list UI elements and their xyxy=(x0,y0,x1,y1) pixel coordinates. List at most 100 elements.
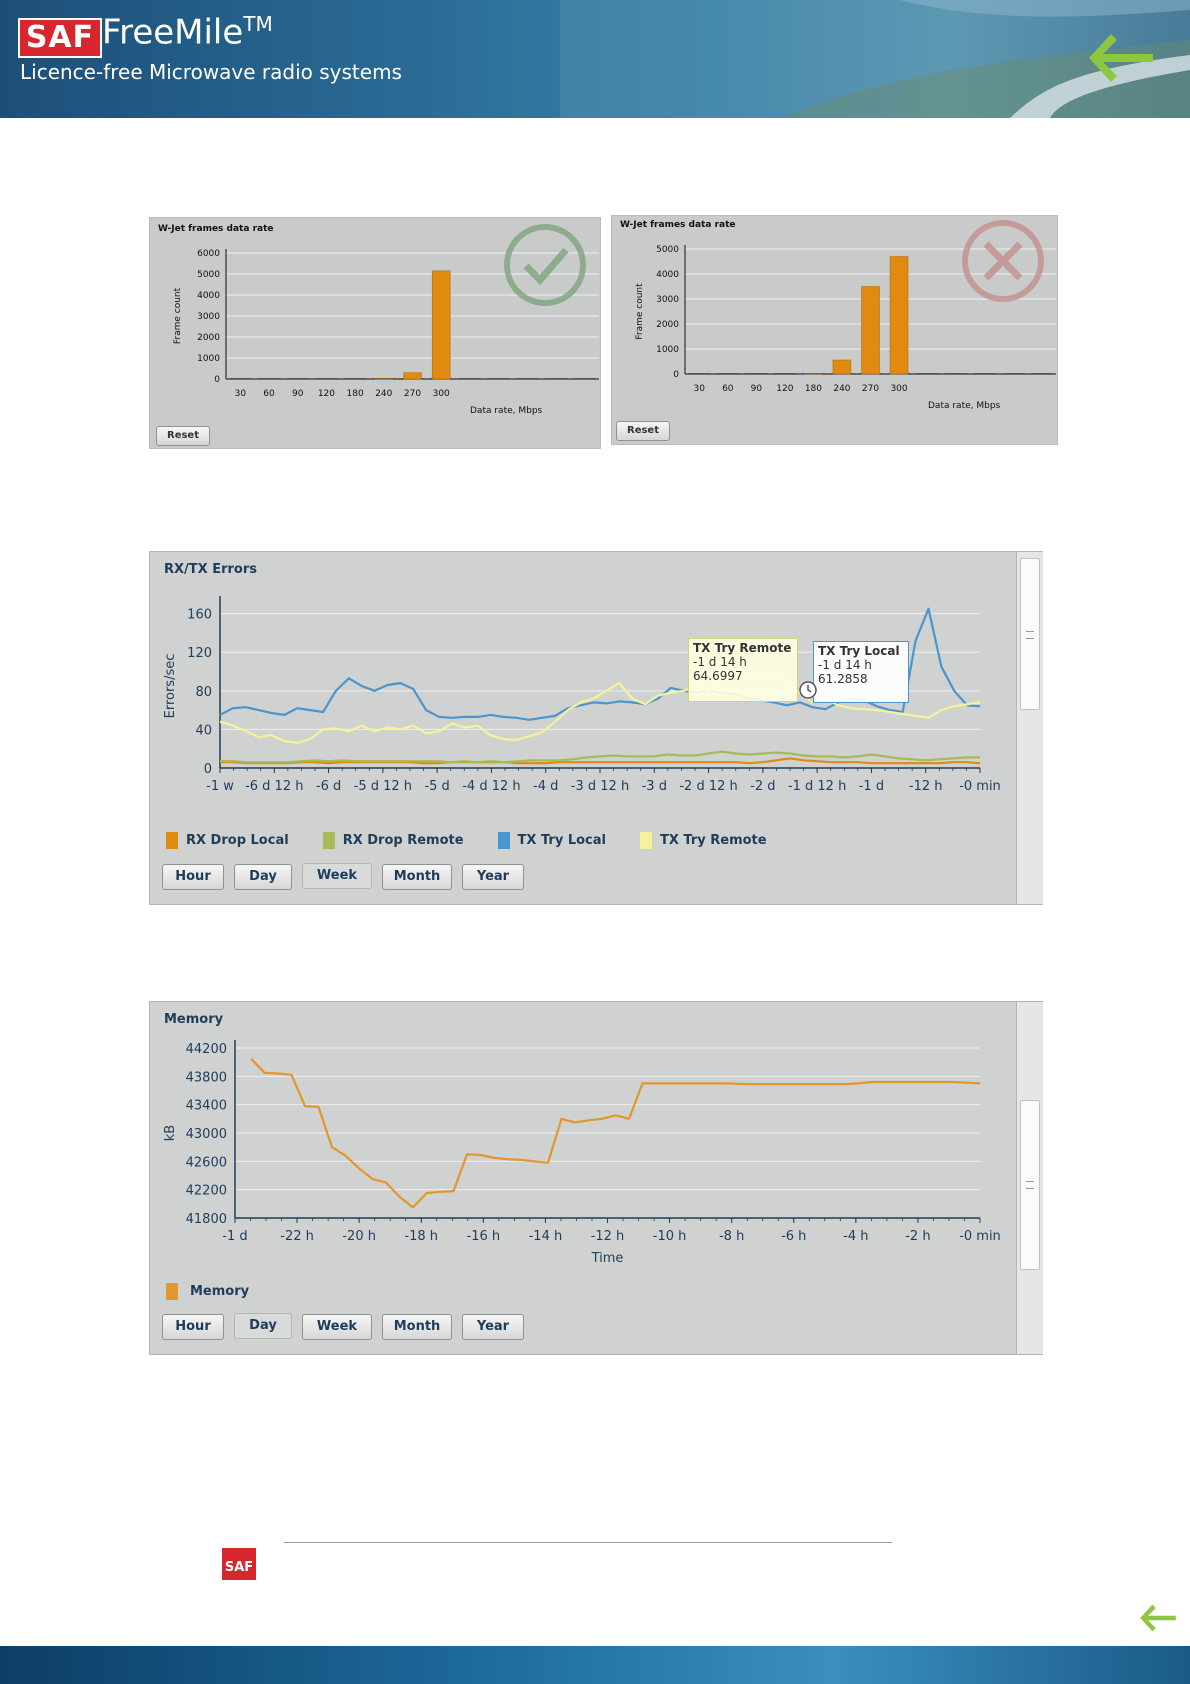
rxtx-errors-panel: RX/TX Errors 0 40 80 120 160 -1 w -6 d 12 h -6 … xyxy=(149,551,1043,905)
tooltip-value: 61.2858 xyxy=(818,672,868,686)
y-axis-label: Frame count xyxy=(635,283,645,340)
range-button-week[interactable]: Week xyxy=(302,863,372,889)
y-axis-label: Frame count xyxy=(173,287,183,344)
x-tick-label: 270 xyxy=(862,384,879,394)
grip-icon xyxy=(1026,631,1034,639)
x-tick-label: -2 d xyxy=(750,779,775,792)
range-button-month[interactable]: Month xyxy=(382,1314,452,1340)
x-tick-label: -6 d 12 h xyxy=(245,779,303,792)
x-tick-label: 180 xyxy=(347,389,364,399)
tooltip-tx-try-remote: TX Try Remote -1 d 14 h 64.6997 xyxy=(688,638,798,702)
y-tick-label: 42600 xyxy=(186,1155,227,1170)
back-arrow-icon[interactable] xyxy=(1138,1602,1178,1634)
y-axis-label: Errors/sec xyxy=(163,654,178,719)
range-button-month[interactable]: Month xyxy=(382,864,452,890)
x-tick-label: 30 xyxy=(694,384,706,394)
y-tick-label: 42200 xyxy=(186,1184,227,1199)
back-arrow-icon[interactable] xyxy=(1085,32,1157,84)
range-button-hour[interactable]: Hour xyxy=(162,864,224,890)
memory-chart: 41800 42200 42600 43000 43400 43800 44200 -1 d -… xyxy=(163,1040,1001,1262)
brand-text: FreeMile xyxy=(102,12,244,53)
x-tick-label: -2 h xyxy=(905,1229,930,1244)
y-tick-label: 4000 xyxy=(197,291,220,301)
y-tick-label: 41800 xyxy=(186,1212,227,1227)
x-tick-label: -4 h xyxy=(843,1229,868,1244)
chart-legend: RX Drop Local RX Drop Remote TX Try Loca… xyxy=(166,832,767,849)
cross-circle-icon xyxy=(962,220,1044,302)
reset-button[interactable]: Reset xyxy=(616,421,670,441)
series-line-rx-drop-local xyxy=(220,757,981,765)
bar xyxy=(804,373,823,375)
chart-title: W-Jet frames data rate xyxy=(158,224,274,234)
x-tick-label: 180 xyxy=(805,384,822,394)
legend-swatch xyxy=(639,832,652,849)
x-tick-label: 120 xyxy=(776,384,793,394)
x-tick-label: -0 min xyxy=(959,1229,1001,1244)
y-tick-label: 6000 xyxy=(197,249,220,259)
memory-panel: Memory 41800 42200 42600 43000 43400 43800 442… xyxy=(149,1001,1043,1355)
x-tick-label: -8 h xyxy=(719,1229,744,1244)
y-tick-label: 120 xyxy=(187,646,212,661)
footer-divider xyxy=(284,1542,892,1543)
legend-swatch xyxy=(322,832,335,849)
y-tick-label: 3000 xyxy=(197,312,220,322)
chart-title: Memory xyxy=(164,1012,224,1027)
y-tick-label: 0 xyxy=(214,375,220,385)
chart-title: RX/TX Errors xyxy=(164,562,257,577)
x-tick-label: -5 d 12 h xyxy=(354,779,412,792)
x-axis-label: Time xyxy=(591,1251,624,1262)
legend-swatch xyxy=(166,1283,178,1300)
x-tick-label: -22 h xyxy=(280,1229,314,1244)
bar xyxy=(889,256,909,375)
bar xyxy=(861,286,880,375)
bar xyxy=(403,372,422,380)
tooltip-series: TX Try Remote xyxy=(693,641,792,655)
range-button-day[interactable]: Day xyxy=(234,864,292,890)
scrollbar[interactable] xyxy=(1016,1002,1043,1354)
footer-saf-logo: SAF xyxy=(222,1548,256,1580)
x-tick-label: -6 h xyxy=(781,1229,806,1244)
y-tick-label: 5000 xyxy=(197,270,220,280)
range-button-week[interactable]: Week xyxy=(302,1314,372,1340)
frames-chart-bad: 0 1000 2000 3000 4000 5000 30 60 90 120 180 240 270 3… xyxy=(635,245,1056,411)
y-axis-label: kB xyxy=(163,1125,178,1141)
x-tick-label: -16 h xyxy=(467,1229,501,1244)
range-button-day[interactable]: Day xyxy=(234,1313,292,1339)
x-tick-label: -20 h xyxy=(342,1229,376,1244)
frames-chart-good-panel: W-Jet frames data rate 0 1000 2000 3000 4000… xyxy=(149,217,601,449)
x-tick-label: 300 xyxy=(890,384,907,394)
range-button-year[interactable]: Year xyxy=(462,864,524,890)
x-tick-label: 90 xyxy=(751,384,763,394)
x-tick-label: 120 xyxy=(318,389,335,399)
y-tick-label: 0 xyxy=(673,370,679,380)
x-tick-label: -10 h xyxy=(653,1229,687,1244)
x-tick-label: -12 h xyxy=(909,779,943,792)
footer-bar xyxy=(0,1646,1190,1684)
bar xyxy=(431,270,451,380)
legend-label: RX Drop Local xyxy=(186,833,289,848)
y-tick-label: 2000 xyxy=(197,333,220,343)
y-tick-label: 43800 xyxy=(186,1070,227,1085)
scrollbar[interactable] xyxy=(1016,552,1043,904)
series-line-tx-try-remote xyxy=(219,664,981,744)
x-tick-label: -1 d 12 h xyxy=(788,779,846,792)
range-button-hour[interactable]: Hour xyxy=(162,1314,224,1340)
range-button-year[interactable]: Year xyxy=(462,1314,524,1340)
x-tick-label: 270 xyxy=(404,389,421,399)
trademark: TM xyxy=(243,12,273,36)
x-tick-label: -1 d xyxy=(859,779,884,792)
reset-button[interactable]: Reset xyxy=(156,426,210,446)
y-tick-label: 43400 xyxy=(186,1099,227,1114)
scrollbar-thumb[interactable] xyxy=(1020,558,1040,710)
tooltip-time: -1 d 14 h xyxy=(818,658,872,672)
tooltip-tx-try-local: TX Try Local -1 d 14 h 61.2858 xyxy=(813,641,909,703)
brand-name: FreeMileTM xyxy=(102,12,273,52)
x-axis-label: Data rate, Mbps xyxy=(470,406,543,416)
x-tick-label: -14 h xyxy=(529,1229,563,1244)
scrollbar-thumb[interactable] xyxy=(1020,1100,1040,1270)
x-tick-label: 240 xyxy=(833,384,850,394)
check-circle-icon xyxy=(504,224,586,306)
x-tick-label: -6 d xyxy=(316,779,341,792)
x-tick-label: -4 d xyxy=(533,779,558,792)
legend-swatch xyxy=(497,832,510,849)
